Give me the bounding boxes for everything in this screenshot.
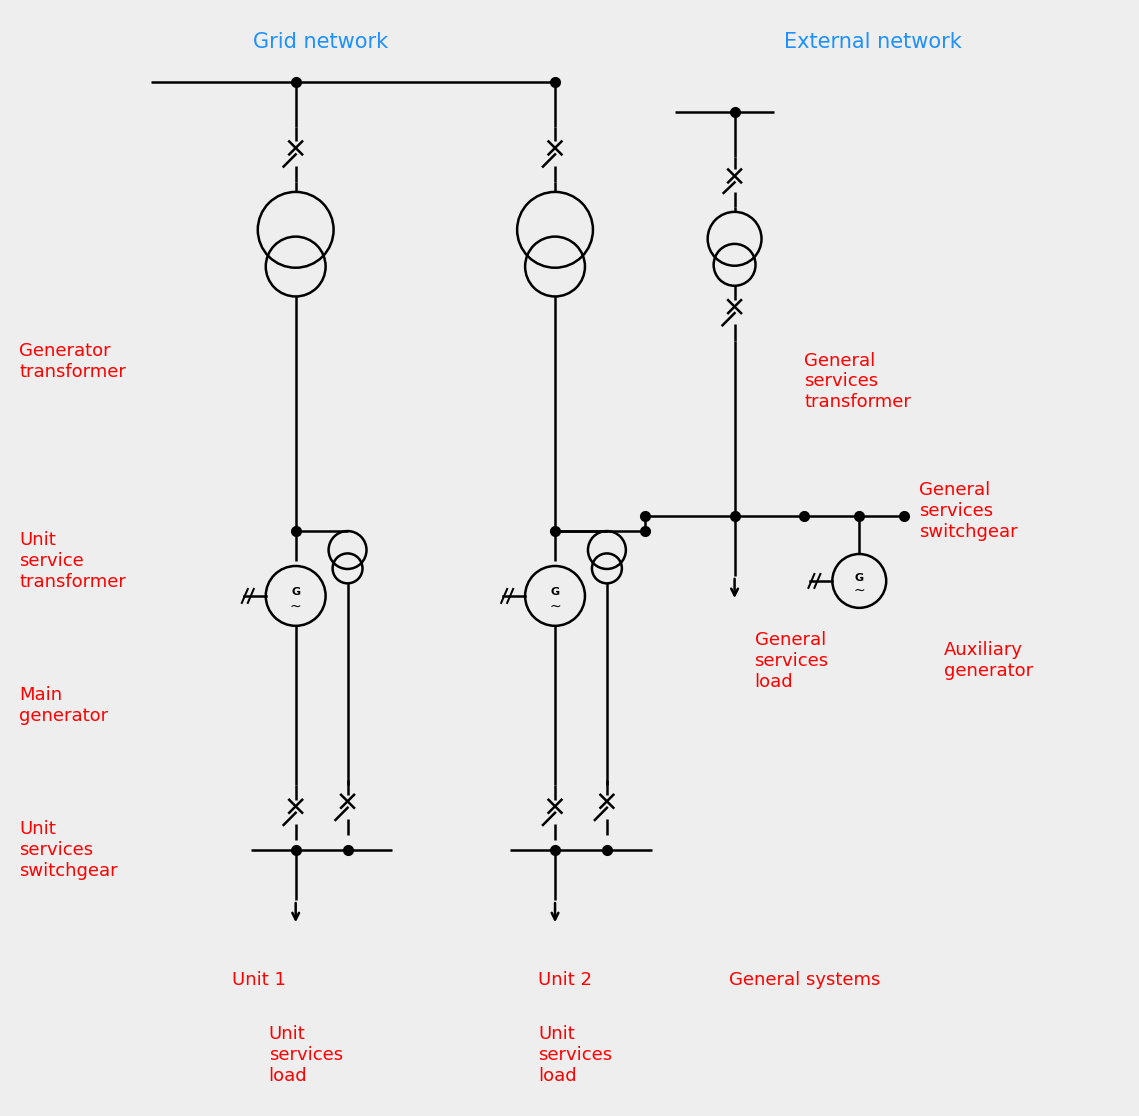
Text: G: G [550, 587, 559, 597]
Text: Main
generator: Main generator [19, 686, 108, 725]
Text: Unit
service
transformer: Unit service transformer [19, 531, 126, 590]
Text: Generator
transformer: Generator transformer [19, 343, 126, 381]
Text: Auxiliary
generator: Auxiliary generator [944, 642, 1033, 680]
Text: ~: ~ [549, 599, 560, 614]
Text: External network: External network [785, 32, 962, 52]
Text: General
services
transformer: General services transformer [804, 352, 911, 411]
Text: Unit 2: Unit 2 [538, 971, 592, 989]
Text: Unit 1: Unit 1 [232, 971, 286, 989]
Text: ~: ~ [289, 599, 302, 614]
Text: Unit
services
switchgear: Unit services switchgear [19, 820, 118, 881]
Text: Unit
services
load: Unit services load [269, 1024, 343, 1085]
Text: Unit
services
load: Unit services load [538, 1024, 612, 1085]
Text: ~: ~ [853, 584, 866, 597]
Text: General
services
load: General services load [754, 631, 829, 691]
Text: G: G [854, 573, 863, 583]
Text: G: G [292, 587, 301, 597]
Text: General systems: General systems [729, 971, 880, 989]
Text: General
services
switchgear: General services switchgear [919, 481, 1018, 541]
Text: Grid network: Grid network [253, 32, 388, 52]
